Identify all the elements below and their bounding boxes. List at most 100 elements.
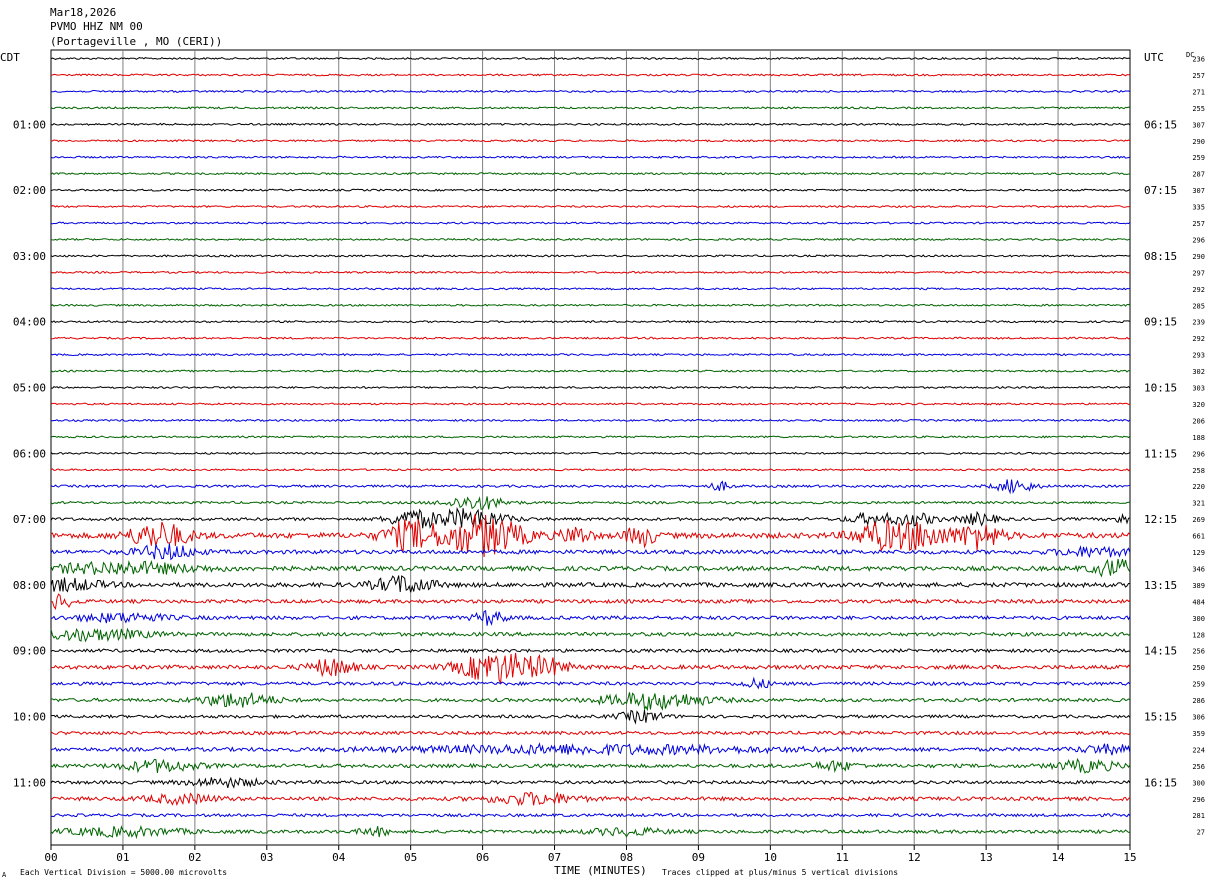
dc-offset-value: 320 [1192, 401, 1205, 409]
x-tick-label: 11 [836, 851, 849, 864]
dc-offset-value: 239 [1192, 319, 1205, 327]
corner-mark: A [2, 871, 7, 879]
x-tick-label: 12 [908, 851, 921, 864]
right-hour-label: 16:15 [1144, 776, 1177, 789]
dc-offset-value: 307 [1192, 187, 1205, 195]
x-tick-label: 06 [476, 851, 489, 864]
dc-offset-value: 661 [1192, 533, 1205, 541]
trace-line-37 [50, 652, 1131, 686]
dc-offset-value: 27 [1197, 829, 1205, 837]
dc-offset-value: 293 [1192, 352, 1205, 360]
trace-line-38 [50, 676, 1131, 690]
trace-line-28 [50, 506, 1131, 529]
trace-line-15 [50, 303, 1131, 307]
dc-offset-value: 389 [1192, 582, 1205, 590]
header-station: PVMO HHZ NM 00 [50, 20, 143, 33]
dc-offset-value: 129 [1192, 549, 1205, 557]
trace-line-44 [50, 776, 1131, 789]
dc-offset-value: 224 [1192, 746, 1205, 754]
trace-line-10 [50, 221, 1131, 225]
trace-line-18 [50, 352, 1131, 357]
trace-line-39 [50, 692, 1131, 712]
trace-line-3 [50, 106, 1131, 110]
trace-line-33 [50, 593, 1131, 610]
dc-offset-value: 257 [1192, 72, 1205, 80]
trace-line-5 [50, 139, 1131, 143]
left-hour-label: 05:00 [13, 382, 46, 395]
trace-line-6 [50, 155, 1131, 159]
x-tick-label: 14 [1051, 851, 1065, 864]
trace-line-13 [50, 270, 1131, 274]
dc-offset-value: 250 [1192, 664, 1205, 672]
x-tick-label: 08 [620, 851, 633, 864]
left-hour-label: 08:00 [13, 579, 46, 592]
trace-line-16 [50, 320, 1131, 324]
dc-offset-value: 296 [1192, 236, 1205, 244]
header-location: (Portageville , MO (CERI)) [50, 35, 222, 48]
plot-frame [50, 49, 1131, 846]
right-hour-label: 08:15 [1144, 250, 1177, 263]
trace-line-19 [50, 369, 1131, 373]
x-tick-label: 07 [548, 851, 561, 864]
left-hour-label: 03:00 [13, 250, 46, 263]
time-gridlines [50, 49, 1131, 846]
left-hour-label: 11:00 [13, 776, 46, 789]
trace-line-45 [50, 791, 1131, 807]
trace-line-36 [50, 648, 1131, 654]
x-axis-label: TIME (MINUTES) [554, 864, 647, 877]
trace-line-0 [50, 56, 1131, 61]
x-tick-label: 13 [980, 851, 993, 864]
trace-line-2 [51, 89, 1131, 93]
trace-line-8 [50, 188, 1131, 192]
dc-offset-values: 236 257 271 255 307 290 259 287 307 335 257 296 290 2… [1192, 56, 1205, 837]
header-date: Mar18,2026 [50, 6, 116, 19]
dc-offset-value: 255 [1192, 105, 1205, 113]
dc-offset-value: 256 [1192, 648, 1205, 656]
right-hour-labels: 06:15 07:15 08:15 09:15 10:15 11:15 12:15 13:15… [1144, 118, 1177, 789]
x-tick-label: 05 [404, 851, 417, 864]
dc-offset-value: 296 [1192, 450, 1205, 458]
right-hour-label: 06:15 [1144, 118, 1177, 131]
x-tick-label: 09 [692, 851, 705, 864]
trace-line-34 [50, 610, 1131, 626]
trace-line-17 [50, 336, 1131, 340]
x-tick-label: 00 [44, 851, 57, 864]
left-hour-label: 06:00 [13, 447, 46, 460]
trace-line-35 [50, 627, 1131, 643]
dc-offset-value: 302 [1192, 368, 1205, 376]
dc-offset-value: 321 [1192, 500, 1205, 508]
dc-offset-value: 303 [1192, 385, 1205, 393]
dc-offset-value: 290 [1192, 253, 1205, 261]
dc-offset-value: 258 [1192, 467, 1205, 475]
right-hour-label: 10:15 [1144, 382, 1177, 395]
trace-line-22 [50, 418, 1131, 423]
trace-line-25 [50, 468, 1131, 472]
dc-offset-value: 346 [1192, 565, 1205, 573]
dc-offset-value: 256 [1192, 763, 1205, 771]
trace-line-32 [50, 575, 1130, 593]
trace-line-29 [50, 514, 1131, 558]
dc-offset-value: 128 [1192, 631, 1205, 639]
trace-line-46 [50, 812, 1131, 818]
dc-offset-value: 484 [1192, 598, 1205, 606]
trace-line-43 [50, 757, 1131, 774]
right-hour-label: 09:15 [1144, 316, 1177, 329]
dc-offset-value: 287 [1192, 171, 1205, 179]
dc-offset-value: 290 [1192, 138, 1205, 146]
trace-line-27 [50, 496, 1131, 510]
trace-line-31 [50, 558, 1131, 578]
left-zone-label: CDT [0, 51, 20, 64]
left-hour-labels: 01:00 02:00 03:00 04:00 05:00 06:00 07:00 08:00… [13, 118, 46, 789]
dc-offset-value: 271 [1192, 88, 1205, 96]
x-tick-label: 03 [260, 851, 273, 864]
dc-offset-value: 307 [1192, 121, 1205, 129]
dc-offset-value: 296 [1192, 796, 1205, 804]
right-hour-label: 07:15 [1144, 184, 1177, 197]
x-tick-label: 02 [188, 851, 201, 864]
dc-offset-value: 292 [1192, 286, 1205, 294]
right-hour-label: 11:15 [1144, 447, 1177, 460]
x-tick-label: 04 [332, 851, 346, 864]
clip-note: Traces clipped at plus/minus 5 vertical … [662, 868, 898, 877]
left-hour-label: 01:00 [13, 118, 46, 131]
